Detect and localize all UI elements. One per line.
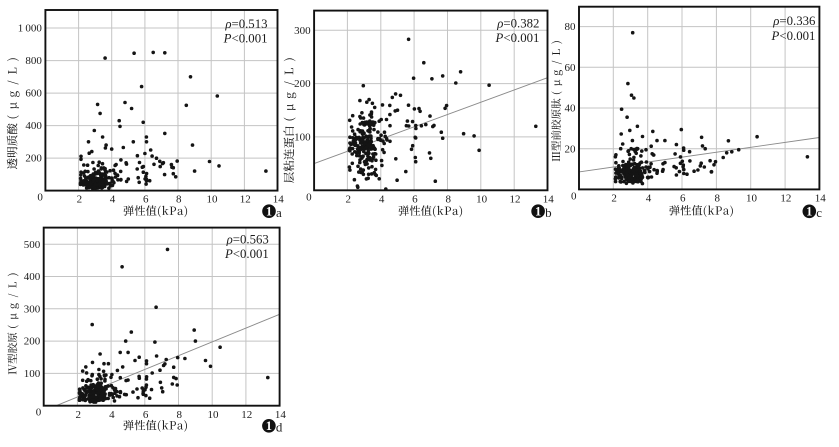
svg-text:10: 10 [208,409,220,421]
svg-text:0: 0 [306,191,312,203]
svg-text:1: 1 [266,419,272,433]
svg-text:4: 4 [379,193,385,205]
svg-text:10: 10 [207,194,219,206]
svg-text:0: 0 [571,190,577,202]
svg-text:1 000: 1 000 [18,23,43,35]
svg-text:ρ=0.336: ρ=0.336 [772,14,816,28]
svg-text:2: 2 [611,193,617,205]
svg-text:0: 0 [37,192,43,204]
svg-text:400: 400 [25,120,42,132]
svg-text:6: 6 [143,194,149,206]
svg-text:10: 10 [476,193,488,205]
svg-text:10: 10 [746,193,758,205]
svg-text:8: 8 [176,194,182,206]
svg-text:800: 800 [25,55,42,67]
svg-text:P<0.001: P<0.001 [224,247,269,261]
svg-text:12: 12 [780,193,791,205]
svg-text:100: 100 [294,132,311,144]
svg-text:d: d [276,419,283,434]
svg-text:b: b [545,205,552,220]
svg-text:200: 200 [294,78,311,90]
svg-text:600: 600 [25,88,42,100]
svg-text:80: 80 [565,21,577,33]
svg-text:P<0.001: P<0.001 [495,31,540,45]
svg-text:ρ=0.563: ρ=0.563 [226,232,269,246]
svg-text:20: 20 [565,143,577,155]
svg-text:8: 8 [446,193,452,205]
svg-text:400: 400 [24,271,41,283]
svg-text:200: 200 [24,336,41,348]
svg-text:P<0.001: P<0.001 [771,29,816,43]
svg-text:14: 14 [275,409,287,421]
svg-text:2: 2 [75,409,81,421]
svg-text:300: 300 [294,25,311,37]
svg-text:40: 40 [565,103,577,115]
svg-text:4: 4 [646,193,652,205]
svg-text:300: 300 [24,303,41,315]
svg-text:1: 1 [535,205,541,219]
svg-text:1: 1 [266,205,272,219]
svg-text:60: 60 [565,62,577,74]
svg-text:12: 12 [510,193,521,205]
svg-text:12: 12 [241,409,252,421]
svg-text:2: 2 [77,194,83,206]
svg-text:200: 200 [25,153,42,165]
svg-text:ρ=0.382: ρ=0.382 [496,16,539,30]
svg-text:14: 14 [273,194,285,206]
svg-text:14: 14 [815,193,827,205]
svg-text:4: 4 [109,409,115,421]
svg-text:6: 6 [143,409,149,421]
svg-text:a: a [276,205,282,220]
svg-text:6: 6 [680,193,686,205]
svg-text:2: 2 [345,193,351,205]
svg-text:8: 8 [177,409,183,421]
svg-text:6: 6 [412,193,418,205]
svg-text:c: c [816,205,822,220]
svg-text:8: 8 [714,193,720,205]
svg-text:500: 500 [24,239,41,251]
svg-text:100: 100 [24,368,41,380]
svg-text:12: 12 [240,194,251,206]
svg-text:0: 0 [36,407,42,419]
svg-text:ρ=0.513: ρ=0.513 [224,17,267,31]
svg-text:14: 14 [543,193,555,205]
svg-text:1: 1 [806,205,812,219]
svg-text:4: 4 [110,194,116,206]
svg-text:P<0.001: P<0.001 [223,32,268,46]
